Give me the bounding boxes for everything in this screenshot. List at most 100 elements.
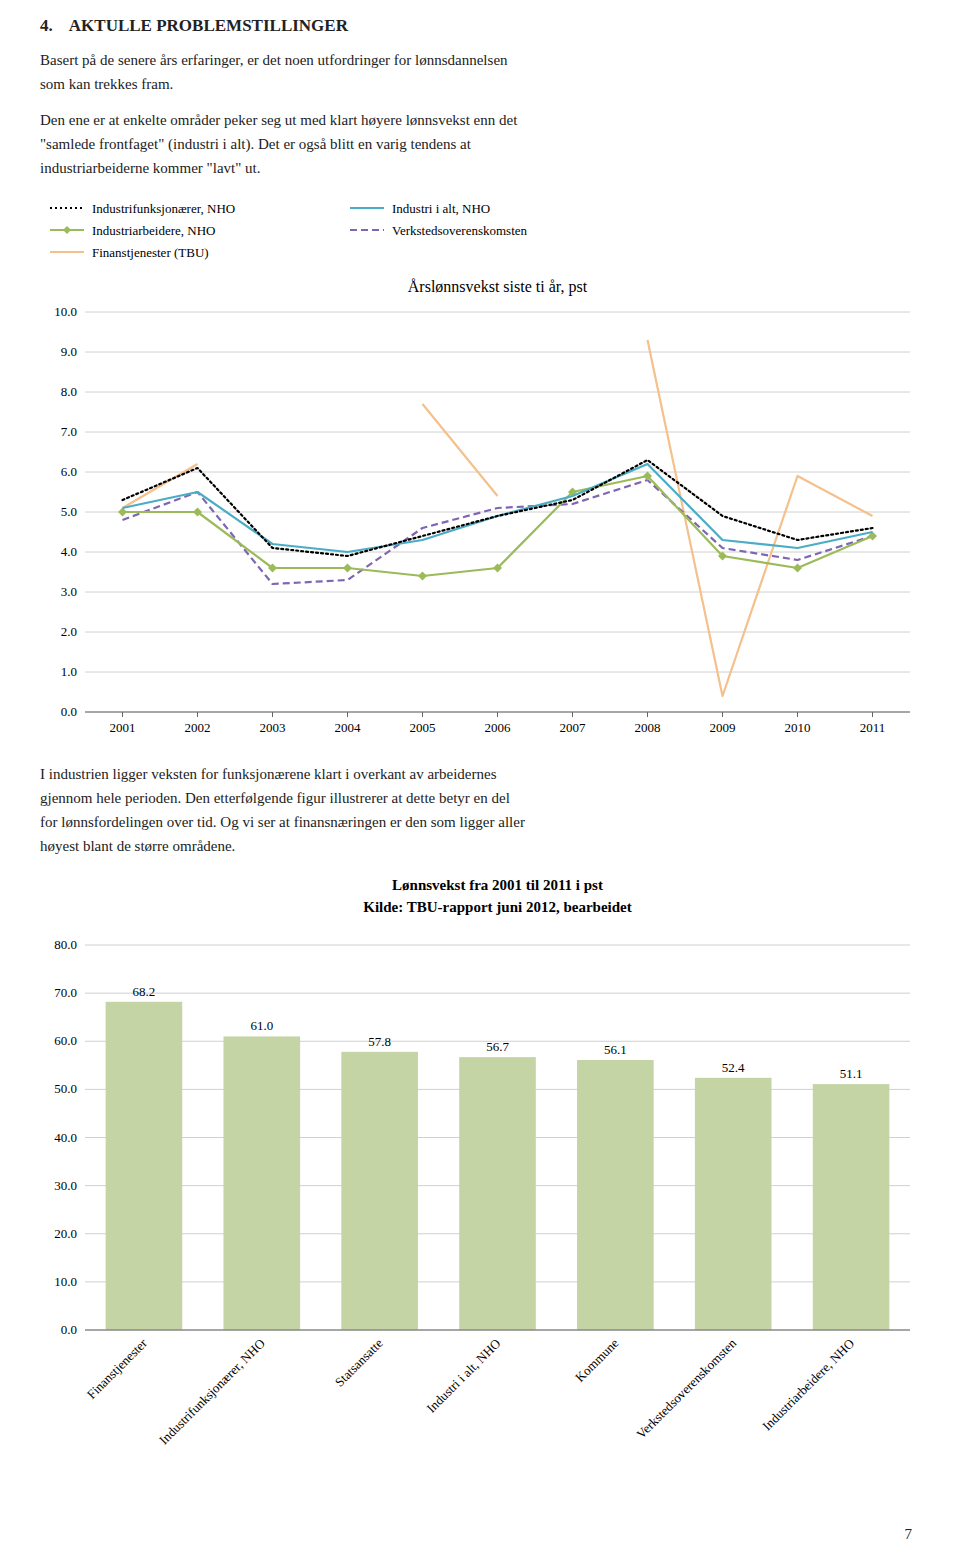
series-marker xyxy=(343,564,352,573)
series-marker xyxy=(118,508,127,517)
grid-line xyxy=(85,632,910,633)
series-marker xyxy=(268,564,277,573)
x-tick xyxy=(797,712,798,717)
legend-swatch xyxy=(50,251,84,253)
plot-area xyxy=(118,340,877,696)
bar xyxy=(695,1078,772,1330)
x-tick xyxy=(347,712,348,717)
legend-label: Industriarbeidere, NHO xyxy=(92,223,215,238)
x-axis xyxy=(85,1330,910,1331)
grid-line xyxy=(85,352,910,353)
y-tick-label: 0.0 xyxy=(61,1322,77,1337)
x-tick-label: 2008 xyxy=(635,720,661,735)
series-line xyxy=(123,460,873,556)
line-chart: Industrifunksjonærer, NHO Industri i alt,… xyxy=(40,192,920,752)
legend-swatch xyxy=(350,229,384,231)
data-labels: 68.2 61.0 57.8 56.7 56.1 52.4 51.1 xyxy=(133,984,863,1081)
x-tick-label: 2002 xyxy=(185,720,211,735)
paragraph: Den ene er at enkelte områder peker seg … xyxy=(40,108,920,180)
x-tick-label: 2004 xyxy=(335,720,362,735)
data-label: 56.1 xyxy=(604,1042,627,1057)
series-marker xyxy=(643,472,652,481)
bar-chart: Lønnsvekst fra 2001 til 2011 i pstKilde:… xyxy=(40,870,920,1490)
x-tick xyxy=(197,712,198,717)
data-label: 61.0 xyxy=(250,1018,273,1033)
bar xyxy=(106,1002,183,1330)
x-tick-label: 2005 xyxy=(410,720,436,735)
x-tick-label: Industri i alt, NHO xyxy=(424,1336,504,1416)
grid-line xyxy=(85,592,910,593)
legend-marker xyxy=(63,226,71,234)
section-title: 4. AKTULLE PROBLEMSTILLINGER xyxy=(40,16,920,36)
grid-line xyxy=(85,552,910,553)
x-tick xyxy=(497,712,498,717)
series-marker xyxy=(793,564,802,573)
x-tick-label: 2007 xyxy=(560,720,587,735)
series-marker xyxy=(193,508,202,517)
bar xyxy=(459,1057,536,1330)
y-tick-label: 70.0 xyxy=(54,985,77,1000)
data-label: 52.4 xyxy=(722,1060,745,1075)
plot-area xyxy=(106,1002,890,1330)
grid-line xyxy=(85,472,910,473)
y-tick-label: 5.0 xyxy=(61,504,77,519)
grid-line xyxy=(85,392,910,393)
y-tick-label: 8.0 xyxy=(61,384,77,399)
y-tick-label: 0.0 xyxy=(61,704,77,719)
x-tick-label: Kommune xyxy=(572,1335,622,1385)
x-tick-label: 2009 xyxy=(710,720,736,735)
data-label: 56.7 xyxy=(486,1039,509,1054)
legend-swatch xyxy=(50,207,84,209)
legend-label: Industrifunksjonærer, NHO xyxy=(92,201,235,216)
x-tick xyxy=(647,712,648,717)
y-tick-label: 80.0 xyxy=(54,937,77,952)
x-tick-label: Industrifunksjonærer, NHO xyxy=(156,1336,268,1448)
series-marker xyxy=(418,572,427,581)
grid-line xyxy=(85,312,910,313)
y-tick-label: 30.0 xyxy=(54,1178,77,1193)
data-label: 57.8 xyxy=(368,1034,391,1049)
y-tick-label: 10.0 xyxy=(54,304,77,319)
legend-swatch xyxy=(350,207,384,209)
y-tick-label: 20.0 xyxy=(54,1226,77,1241)
x-tick-label: 2001 xyxy=(110,720,136,735)
series-line xyxy=(123,476,873,576)
bar xyxy=(813,1084,890,1330)
data-label: 51.1 xyxy=(840,1066,863,1081)
grid-line xyxy=(85,672,910,673)
data-label: 68.2 xyxy=(133,984,156,999)
grid-line xyxy=(85,432,910,433)
series-line xyxy=(123,480,873,584)
y-tick-label: 4.0 xyxy=(61,544,77,559)
y-tick-label: 3.0 xyxy=(61,584,77,599)
x-tick-label: 2011 xyxy=(860,720,886,735)
y-tick-label: 50.0 xyxy=(54,1081,77,1096)
grid-line xyxy=(85,993,910,994)
y-tick-label: 40.0 xyxy=(54,1130,77,1145)
legend-label: Verkstedsoverenskomsten xyxy=(392,223,528,238)
legend-label: Industri i alt, NHO xyxy=(392,201,490,216)
y-tick-label: 1.0 xyxy=(61,664,77,679)
x-tick-label: Statsansatte xyxy=(332,1335,386,1389)
x-tick-label: Industriarbeidere, NHO xyxy=(759,1336,857,1434)
legend: Industrifunksjonærer, NHO Industri i alt,… xyxy=(50,201,528,260)
paragraph: I industrien ligger veksten for funksjon… xyxy=(40,762,920,858)
y-tick-label: 9.0 xyxy=(61,344,77,359)
x-tick xyxy=(722,712,723,717)
x-tick-label: Finanstjenester xyxy=(84,1335,151,1402)
legend-label: Finanstjenester (TBU) xyxy=(92,245,209,260)
bar xyxy=(341,1052,418,1330)
page-number: 7 xyxy=(905,1526,913,1543)
series-marker xyxy=(718,552,727,561)
grid-line xyxy=(85,1330,910,1331)
x-tick xyxy=(872,712,873,717)
series-marker xyxy=(493,564,502,573)
y-tick-label: 10.0 xyxy=(54,1274,77,1289)
series-line xyxy=(123,340,873,696)
y-tick-label: 7.0 xyxy=(61,424,77,439)
chart-title: Lønnsvekst fra 2001 til 2011 i pst xyxy=(392,877,603,893)
y-tick-label: 6.0 xyxy=(61,464,77,479)
y-tick-label: 2.0 xyxy=(61,624,77,639)
x-tick-label: 2006 xyxy=(485,720,512,735)
paragraph: Basert på de senere års erfaringer, er d… xyxy=(40,48,920,96)
